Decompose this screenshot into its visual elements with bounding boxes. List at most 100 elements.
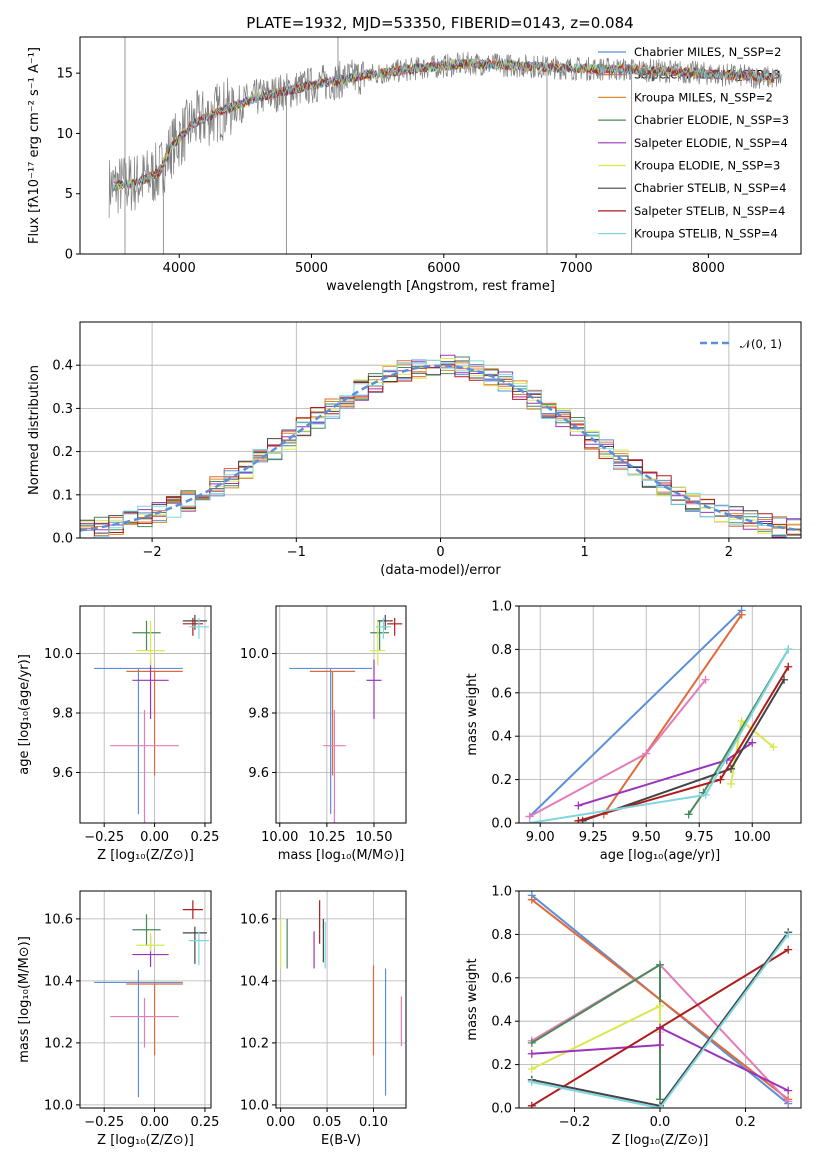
weight-marker [701,790,710,799]
age-mass-ytick-label: 9.6 [248,766,269,781]
weight-z-plot-area [519,891,801,1108]
weight-age-ytick-label: 0.2 [491,773,512,788]
mass-ebv-plot-area [276,891,406,1108]
spectrum-frame [79,36,802,255]
weight-z-ytick-label: 1.0 [491,885,512,900]
weight-marker [656,1002,664,1011]
panel-mass-z: −0.25 0.00 0.25 10.0 10.2 10.4 10.6 Z [log₁₀(Z/… [17,890,219,1148]
residuals-ylabel: Normed distribution [27,365,42,495]
weight-age-xtick-label: 9.75 [685,830,714,845]
age-mass-xtick-label: 10.25 [308,830,345,845]
age-mass-xlabel: mass [log₁₀(M/M⊙)] [278,848,405,863]
spectrum-ytick-label: 5 [65,187,73,202]
panel-age-mass: 10.00 10.25 10.50 9.6 9.8 10.0 mass [log₁₀(M/M… [240,605,407,863]
residuals-xtick-label: −2 [143,545,162,560]
weight-marker [656,960,664,969]
gaussian-curve [80,364,801,532]
legend-label: Chabrier STELIB, N_SSP=4 [634,181,786,195]
mass-z-plot-area [80,891,211,1108]
weight-marker [784,662,793,671]
residuals-ytick-label: 0.2 [52,445,73,460]
mass-ebv-xtick-label: 0.10 [359,1115,388,1130]
mass-z-ytick-label: 10.0 [44,1098,73,1113]
weight-marker [748,738,757,747]
panel-mass-ebv: 0.00 0.05 0.10 10.0 10.2 10.4 10.6 E(B-V) [240,890,407,1148]
weight-marker [784,645,793,654]
residuals-xtick-label: −1 [287,545,306,560]
age-mass-plot-area [276,606,406,823]
weight-z-ytick-label: 0.2 [491,1058,512,1073]
weight-line [531,933,790,1108]
weight-line [531,948,789,1107]
weight-marker [527,895,536,904]
age-z-plot-area [80,606,211,823]
residual-histogram [80,359,801,538]
weight-marker [784,1097,793,1106]
weight-marker [769,743,778,752]
weight-marker [527,1101,536,1108]
weight-z-ytick-label: 0.6 [491,971,512,986]
age-mass-frame [275,605,407,824]
weight-marker [527,1049,536,1058]
mass-z-ytick-label: 10.2 [44,1036,73,1051]
weight-marker [716,775,725,784]
spectrum-xtick-label: 6000 [427,261,460,276]
age-mass-ytick-label: 10.0 [240,647,269,662]
age-z-xlabel: Z [log₁₀(Z/Z⊙)] [97,848,194,863]
weight-age-ytick-label: 0.0 [491,817,512,832]
mass-ebv-ytick-label: 10.2 [240,1036,269,1051]
weight-marker [784,945,793,954]
legend-label: Kroupa ELODIE, N_SSP=3 [634,159,780,173]
legend-label: Kroupa STELIB, N_SSP=4 [634,227,778,241]
legend-label: Salpeter ELODIE, N_SSP=4 [634,136,788,150]
residuals-xtick-label: 0 [436,545,444,560]
age-z-xtick-label: 0.00 [140,830,169,845]
figure-title: PLATE=1932, MJD=53350, FIBERID=0143, z=0… [246,14,633,32]
weight-age-ytick-label: 1.0 [491,600,512,615]
weight-age-ytick-label: 0.4 [491,730,512,745]
weight-marker [784,930,793,939]
mass-ebv-xtick-label: 0.00 [266,1115,295,1130]
weight-age-ylabel: mass weight [465,673,480,755]
weight-z-xtick-label: −0.2 [559,1115,591,1130]
mass-ebv-ytick-label: 10.4 [240,974,269,989]
weight-z-ytick-label: 0.4 [491,1015,512,1030]
weight-line [528,609,743,818]
weight-z-ytick-label: 0.0 [491,1102,512,1117]
weight-z-xlabel: Z [log₁₀(Z/Z⊙)] [612,1133,709,1148]
weight-age-ytick-label: 0.6 [491,686,512,701]
weight-z-xtick-label: 0.2 [735,1115,756,1130]
weight-age-xtick-label: 9.50 [632,830,661,845]
age-mass-xtick-label: 10.00 [261,830,298,845]
mass-z-xtick-label: 0.25 [190,1115,219,1130]
weight-age-ytick-label: 0.8 [491,643,512,658]
mass-z-xlabel: Z [log₁₀(Z/Z⊙)] [97,1133,194,1148]
weight-z-ylabel: mass weight [465,958,480,1040]
mass-z-ytick-label: 10.4 [44,974,73,989]
spectrum-xlabel: wavelength [Angstrom, rest frame] [326,279,555,294]
weight-marker [642,749,651,758]
age-z-xtick-label: 0.25 [190,830,219,845]
age-z-ytick-label: 10.0 [44,647,73,662]
mass-z-xtick-label: −0.25 [84,1115,124,1130]
weight-marker [527,1038,536,1047]
residuals-plot-area [80,322,801,538]
weight-marker [684,810,693,819]
spectrum-ytick-label: 10 [56,127,73,142]
residuals-ytick-label: 0.0 [52,532,73,547]
age-z-ytick-label: 9.6 [52,766,73,781]
spectrum-ytick-label: 0 [65,248,73,263]
weight-marker [525,819,534,823]
weight-age-xtick-label: 9.25 [579,830,608,845]
mass-z-xtick-label: 0.00 [140,1115,169,1130]
residuals-ytick-label: 0.3 [52,402,73,417]
weight-marker [527,1064,536,1073]
weight-age-frame [518,605,802,824]
weight-z-xtick-label: 0.0 [650,1115,671,1130]
weight-marker [701,675,710,684]
panel-weight-z: −0.2 0.0 0.2 0.0 0.2 0.4 0.6 0.8 1.0 Z [log₁₀(Z/Z… [465,885,802,1148]
mass-ebv-ytick-label: 10.6 [240,912,269,927]
mass-z-frame [79,890,212,1109]
